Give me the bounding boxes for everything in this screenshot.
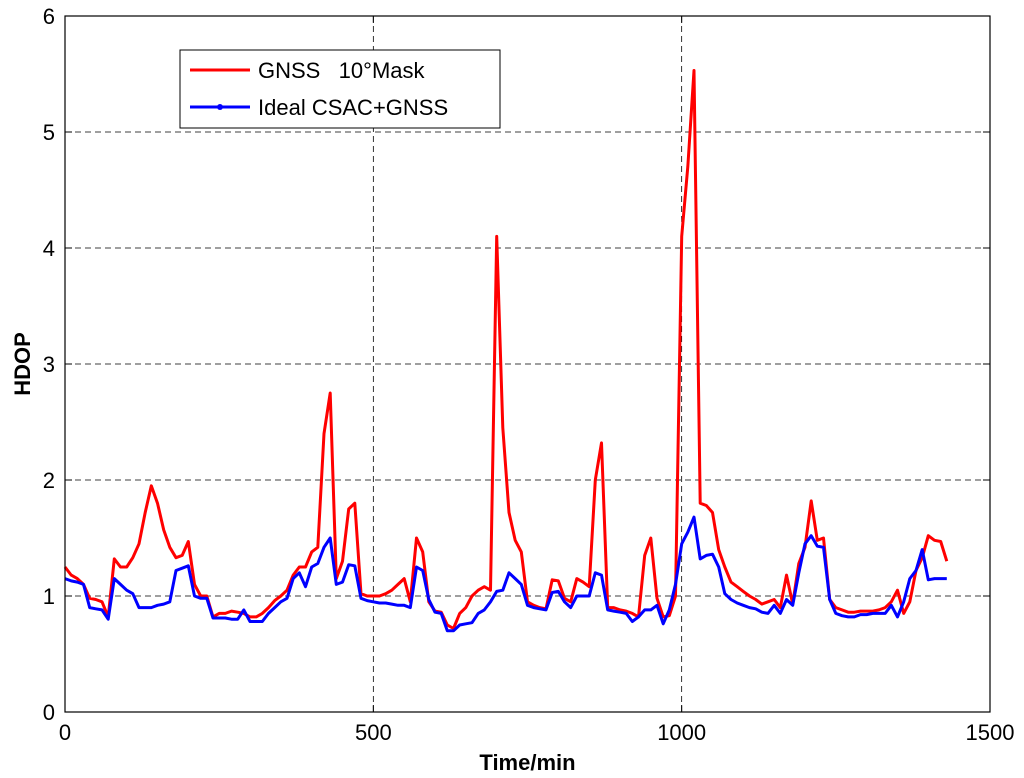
y-tick-label: 2 — [43, 468, 55, 493]
grid — [65, 16, 990, 712]
x-tick-label: 1000 — [657, 720, 706, 745]
y-tick-label: 0 — [43, 700, 55, 725]
x-tick-label: 0 — [59, 720, 71, 745]
y-tick-label: 5 — [43, 120, 55, 145]
y-axis-label: HDOP — [10, 332, 35, 396]
y-tick-label: 4 — [43, 236, 55, 261]
axis-ticks: 0 500 1000 1500 0 1 2 3 4 5 6 — [43, 4, 1015, 745]
x-tick-label: 1500 — [966, 720, 1015, 745]
x-axis-label: Time/min — [479, 750, 575, 775]
series-lines — [63, 69, 949, 633]
legend-marker-csac — [217, 104, 223, 110]
series-line-csac — [64, 515, 947, 633]
legend-box — [179, 49, 501, 129]
y-tick-label: 6 — [43, 4, 55, 29]
legend-label-gnss: GNSS 10°Mask — [258, 58, 426, 83]
x-tick-label: 500 — [355, 720, 392, 745]
legend: GNSS 10°Mask Ideal CSAC+GNSS — [179, 49, 501, 129]
legend-label-csac: Ideal CSAC+GNSS — [258, 95, 448, 120]
series-line-gnss — [63, 69, 949, 630]
y-tick-label: 1 — [43, 584, 55, 609]
y-tick-label: 3 — [43, 352, 55, 377]
